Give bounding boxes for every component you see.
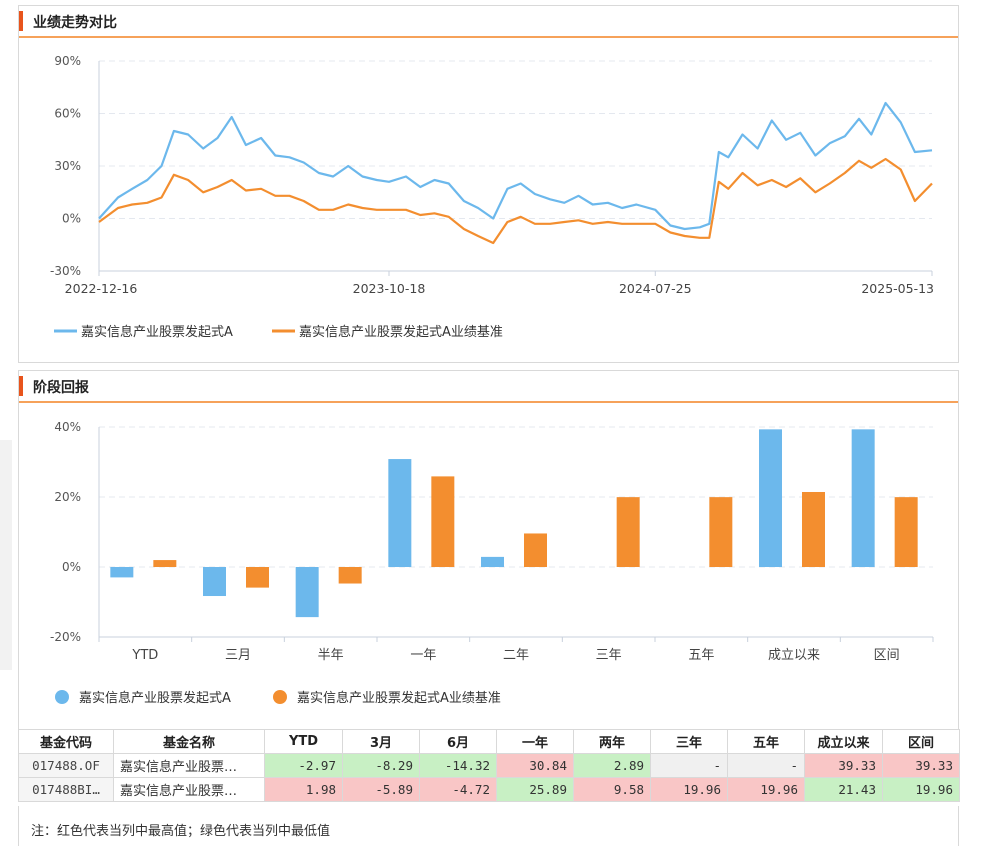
legend-fund-label: 嘉实信息产业股票发起式A bbox=[81, 324, 233, 340]
return-cell: 21.43 bbox=[804, 777, 883, 802]
fund-bar bbox=[759, 429, 782, 567]
y-tick-label: 90% bbox=[54, 54, 81, 68]
benchmark-bar bbox=[802, 491, 825, 567]
col-header[interactable]: 五年 bbox=[727, 729, 805, 754]
fund-bar bbox=[295, 567, 319, 618]
y-tick-label: 40% bbox=[54, 420, 81, 434]
y-tick-label: 20% bbox=[54, 490, 81, 504]
return-cell: 25.89 bbox=[496, 777, 574, 802]
benchmark-bar bbox=[524, 533, 547, 567]
legend-benchmark-label: 嘉实信息产业股票发起式A业绩基准 bbox=[299, 324, 503, 340]
fund-bar bbox=[388, 459, 412, 567]
legend-benchmark-label: 嘉实信息产业股票发起式A业绩基准 bbox=[297, 690, 501, 706]
col-header[interactable]: 成立以来 bbox=[804, 729, 883, 754]
col-header[interactable]: 一年 bbox=[496, 729, 574, 754]
y-tick-label: -20% bbox=[50, 630, 81, 644]
col-header[interactable]: 3月 bbox=[342, 729, 420, 754]
legend-fund-swatch bbox=[55, 690, 69, 704]
return-cell: -2.97 bbox=[264, 753, 343, 778]
return-cell: 9.58 bbox=[573, 777, 651, 802]
legend-note: 注：红色代表当列中最高值；绿色代表当列中最低值 bbox=[31, 824, 331, 839]
benchmark-bar bbox=[338, 567, 362, 584]
return-cell: 1.98 bbox=[264, 777, 343, 802]
y-tick-label: 0% bbox=[62, 560, 81, 574]
fund-name-cell[interactable]: 嘉实信息产业股票… bbox=[113, 753, 265, 778]
period-bar-chart: 40% 20% 0% -20% YTD 三月 半年 一年 二年 三年 五年 成立以来 区间嘉实信息产业股… bbox=[50, 420, 934, 706]
footer-note-box: 注：红色代表当列中最高值；绿色代表当列中最低值 bbox=[18, 806, 959, 846]
return-cell: - bbox=[650, 753, 728, 778]
return-cell: -4.72 bbox=[419, 777, 497, 802]
return-cell: 19.96 bbox=[650, 777, 728, 802]
x-category-label: YTD bbox=[131, 648, 158, 663]
return-cell: -8.29 bbox=[342, 753, 420, 778]
returns-table: 基金代码 基金名称 YTD 3月 6月 一年 两年 三年 五年 成立以来 区间 … bbox=[18, 729, 960, 802]
return-cell: 19.96 bbox=[727, 777, 805, 802]
x-category-label: 成立以来 bbox=[768, 648, 820, 663]
return-cell: - bbox=[727, 753, 805, 778]
benchmark-bar bbox=[709, 497, 733, 567]
x-category-label: 三月 bbox=[225, 648, 251, 663]
benchmark-series-line bbox=[98, 157, 933, 245]
legend-benchmark-swatch bbox=[273, 690, 287, 704]
return-cell: -14.32 bbox=[419, 753, 497, 778]
col-header[interactable]: YTD bbox=[264, 729, 343, 754]
x-category-label: 三年 bbox=[596, 648, 622, 663]
return-cell: -5.89 bbox=[342, 777, 420, 802]
table-row[interactable]: 017488.OF 嘉实信息产业股票… -2.97 -8.29 -14.32 30.84 2… bbox=[18, 753, 960, 778]
left-edge-strip bbox=[0, 440, 12, 670]
section-accent-bar bbox=[19, 11, 23, 31]
fund-bar bbox=[481, 556, 504, 567]
benchmark-bar bbox=[894, 497, 918, 567]
x-tick-label: 2023-10-18 bbox=[353, 281, 426, 296]
fund-name-cell[interactable]: 嘉实信息产业股票… bbox=[113, 777, 265, 802]
fund-code-cell[interactable]: 017488.OF bbox=[18, 753, 114, 778]
return-cell: 39.33 bbox=[804, 753, 883, 778]
trend-panel: 业绩走势对比 90% 60% 30% 0% -30% 2022-12-16 2023-10-… bbox=[18, 5, 959, 363]
table-header-row: 基金代码 基金名称 YTD 3月 6月 一年 两年 三年 五年 成立以来 区间 bbox=[18, 729, 960, 754]
trend-line-chart: 90% 60% 30% 0% -30% 2022-12-16 2023-10-18 2024-… bbox=[50, 54, 934, 340]
x-tick-label: 2024-07-25 bbox=[619, 281, 692, 296]
return-cell: 19.96 bbox=[882, 777, 960, 802]
y-tick-label: 30% bbox=[54, 159, 81, 173]
col-header[interactable]: 基金名称 bbox=[113, 729, 265, 754]
x-category-label: 二年 bbox=[503, 648, 529, 663]
trend-panel-header: 业绩走势对比 bbox=[19, 6, 958, 38]
y-tick-label: 60% bbox=[54, 107, 81, 121]
col-header[interactable]: 区间 bbox=[882, 729, 960, 754]
fund-bar bbox=[851, 429, 875, 567]
return-cell: 30.84 bbox=[496, 753, 574, 778]
benchmark-bar bbox=[153, 560, 177, 567]
fund-bar bbox=[203, 567, 226, 597]
x-tick-label: 2022-12-16 bbox=[65, 281, 138, 296]
return-cell: 2.89 bbox=[573, 753, 651, 778]
return-cell: 39.33 bbox=[882, 753, 960, 778]
legend-fund-label: 嘉实信息产业股票发起式A bbox=[79, 690, 231, 706]
x-category-label: 一年 bbox=[410, 648, 436, 663]
benchmark-bar bbox=[246, 567, 269, 588]
period-section-title: 阶段回报 bbox=[33, 380, 89, 396]
y-tick-label: -30% bbox=[50, 264, 81, 278]
table-row[interactable]: 017488BI… 嘉实信息产业股票… 1.98 -5.89 -4.72 25.89 9.5… bbox=[18, 777, 960, 802]
col-header[interactable]: 三年 bbox=[650, 729, 728, 754]
col-header[interactable]: 基金代码 bbox=[18, 729, 114, 754]
x-tick-label: 2025-05-13 bbox=[861, 281, 934, 296]
fund-bar bbox=[110, 567, 134, 578]
benchmark-bar bbox=[431, 476, 455, 567]
x-category-label: 区间 bbox=[874, 648, 900, 663]
period-panel-header: 阶段回报 bbox=[19, 371, 958, 403]
period-panel: 阶段回报 40% 20% 0% -20% YTD 三月 半年 一年 二年 三年 五年 成立以来 区间嘉实… bbox=[18, 370, 959, 730]
fund-code-cell[interactable]: 017488BI… bbox=[18, 777, 114, 802]
col-header[interactable]: 6月 bbox=[419, 729, 497, 754]
y-tick-label: 0% bbox=[62, 212, 81, 226]
benchmark-bar bbox=[616, 497, 640, 567]
trend-section-title: 业绩走势对比 bbox=[33, 15, 117, 31]
col-header[interactable]: 两年 bbox=[573, 729, 651, 754]
fund-series-line bbox=[98, 101, 933, 231]
section-accent-bar bbox=[19, 376, 23, 396]
x-category-label: 五年 bbox=[688, 648, 714, 663]
x-category-label: 半年 bbox=[318, 648, 344, 663]
